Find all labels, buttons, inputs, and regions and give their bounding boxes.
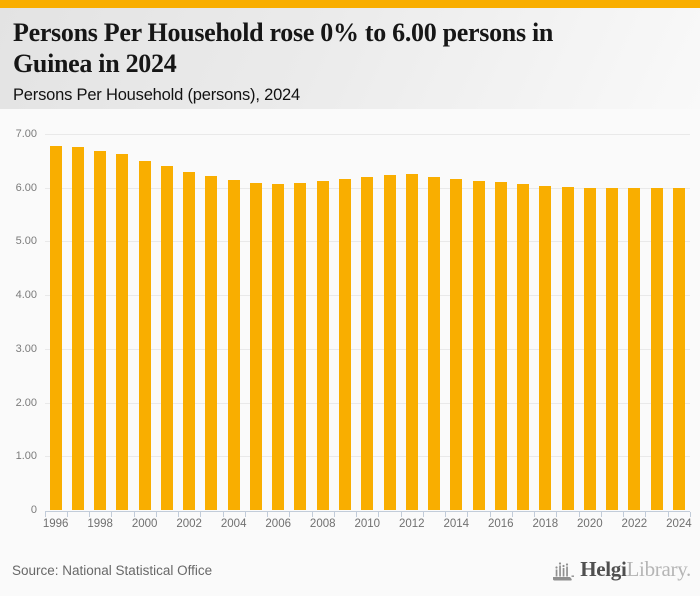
bar-2010[interactable] [361,176,374,511]
bar-2003[interactable] [205,175,218,511]
x-axis-tick [623,511,625,517]
bar-2006[interactable] [272,183,285,511]
y-axis-label: 0 [30,504,37,516]
x-axis-tick [200,511,202,517]
y-axis-label: 4.00 [15,289,37,302]
x-axis-label-2010: 2010 [354,517,381,530]
bar-2018[interactable] [539,185,552,511]
bar-2012[interactable] [405,174,418,511]
y-axis-label: 2.00 [15,396,37,409]
x-axis-label-2012: 2012 [398,517,425,530]
x-axis-tick [66,511,68,517]
x-axis-label-2004: 2004 [220,517,247,530]
bar-2008[interactable] [316,180,329,511]
bar-1997[interactable] [71,147,84,511]
x-axis-tick [333,511,335,517]
page-title-line1: Persons Per Household rose 0% to 6.00 pe… [13,18,554,47]
bar-1996[interactable] [49,146,62,511]
x-axis-tick [445,511,447,517]
bar-2016[interactable] [494,182,507,511]
bar-2017[interactable] [517,183,530,511]
x-axis-tick [467,511,469,517]
x-axis-label-2014: 2014 [443,517,470,530]
x-axis-tick [267,511,269,517]
x-axis-tick [133,511,135,517]
x-axis-tick [44,511,46,517]
x-axis-tick [690,511,691,517]
x-axis-line [44,510,690,512]
x-axis-label-2018: 2018 [532,517,559,530]
bar-2011[interactable] [383,175,396,511]
logo-text-helgi: Helgi [580,557,627,581]
x-axis-tick [422,511,424,517]
x-axis-tick [155,511,157,517]
x-axis-label-1996: 1996 [42,517,69,530]
bar-2007[interactable] [294,182,307,511]
bar-2019[interactable] [561,187,574,511]
gridline-7.00 [44,134,690,135]
x-axis-tick [511,511,513,517]
x-axis-tick [600,511,602,517]
x-axis-label-2020: 2020 [577,517,603,530]
x-axis-label-2006: 2006 [265,517,291,530]
source-text: Source: National Statistical Office [12,563,213,578]
accent-top-bar [0,0,700,8]
x-axis-tick [400,511,402,517]
x-axis-tick [667,511,669,517]
y-axis-label: 7.00 [15,128,37,140]
x-axis-tick [645,511,647,517]
x-axis-tick [311,511,313,517]
bar-2021[interactable] [606,188,619,511]
bar-2024[interactable] [672,188,685,511]
page-title-line2: Guinea in 2024 [13,49,177,78]
x-axis-label-2024: 2024 [666,517,692,530]
helgi-bars-icon [553,561,575,581]
x-axis-label-1998: 1998 [87,517,113,530]
y-axis-label: 6.00 [15,181,37,194]
x-axis-tick [222,511,224,517]
x-axis-label-2000: 2000 [131,517,158,530]
x-axis-tick [244,511,246,517]
bar-1999[interactable] [116,153,129,511]
bar-2009[interactable] [338,178,351,511]
bar-2013[interactable] [428,176,441,511]
x-axis-tick [556,511,558,517]
page-title: Persons Per Household rose 0% to 6.00 pe… [13,17,688,79]
x-axis-label-2002: 2002 [176,517,202,530]
bar-2004[interactable] [227,180,240,511]
logo-text-library: Library. [626,557,692,581]
x-axis-tick [578,511,580,517]
bar-2005[interactable] [249,183,262,511]
x-axis-tick [356,511,358,517]
y-axis-label: 3.00 [15,342,37,355]
bar-2020[interactable] [583,187,596,511]
x-axis-tick [378,511,380,517]
chart-subtitle: Persons Per Household (persons), 2024 [13,86,301,104]
x-axis-tick [89,511,91,517]
bar-2000[interactable] [138,160,151,511]
bar-2015[interactable] [472,180,485,511]
y-axis-label: 1.00 [15,450,37,463]
x-axis-tick [289,511,291,517]
bar-2023[interactable] [650,188,663,511]
x-axis-tick [534,511,536,517]
bar-2022[interactable] [628,188,641,511]
chart-header: Persons Per Household rose 0% to 6.00 pe… [0,8,700,109]
x-axis-tick [111,511,113,517]
helgi-library-logo[interactable]: HelgiLibrary. [552,557,691,582]
x-axis-tick [489,511,491,517]
x-axis-label-2008: 2008 [309,517,336,530]
x-axis-label-2016: 2016 [488,517,514,530]
logo-text: HelgiLibrary. [580,557,691,582]
y-axis-label: 5.00 [15,235,37,248]
bar-1998[interactable] [94,150,107,511]
bar-2002[interactable] [183,171,196,511]
bar-2001[interactable] [160,166,173,511]
x-axis-tick [178,511,180,517]
x-axis-label-2022: 2022 [621,517,648,530]
bar-2014[interactable] [450,179,463,511]
